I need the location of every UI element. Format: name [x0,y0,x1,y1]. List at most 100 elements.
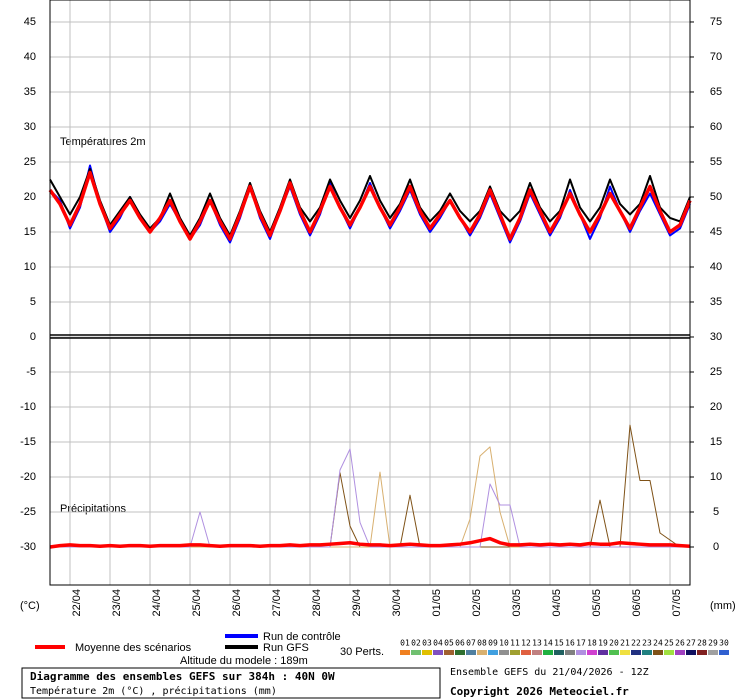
perturbation-label: 14 [543,639,553,648]
perturbation-swatch [444,650,454,655]
perturbation-label: 13 [532,639,542,648]
perturbation-label: 30 [719,639,729,648]
y-tick-label: 5 [30,296,36,308]
perturbation-label: 04 [433,639,443,648]
footer-title: Diagramme des ensembles GEFS sur 384h : … [30,670,335,683]
y-tick-label: -20 [20,471,36,483]
perturbation-label: 20 [609,639,619,648]
run-info: Ensemble GEFS du 21/04/2026 - 12Z [450,667,649,678]
panel-label: Températures 2m [60,136,146,148]
perturbation-swatch [411,650,421,655]
y2-tick-label: 40 [710,261,722,273]
perturbation-label: 19 [598,639,608,648]
altitude: Altitude du modele : 189m [180,655,308,667]
plot-frame [49,0,691,586]
legend-label: Run de contrôle [263,631,341,643]
perturbation-swatch [686,650,696,655]
perturbation-label: 25 [664,639,674,648]
perturbation-swatch [631,650,641,655]
perturbation-label: 10 [499,639,509,648]
perturbation-label: 03 [422,639,432,648]
grid [50,0,690,585]
perturbation-swatch [477,650,487,655]
y-tick-label: -15 [20,436,36,448]
x-tick-label: 26/04 [231,589,243,617]
perturbation-swatch [521,650,531,655]
perturbation-label: 06 [455,639,465,648]
perturbation-label: 27 [686,639,696,648]
perturbation-swatch [455,650,465,655]
y-tick-label: 30 [24,121,36,133]
perturbation-label: 23 [642,639,652,648]
y2-tick-label: 30 [710,331,722,343]
perturbation-swatch [587,650,597,655]
perturbation-label: 16 [565,639,575,648]
y2-tick-label: 60 [710,121,722,133]
y-tick-label: 20 [24,191,36,203]
perturbation-label: 12 [521,639,531,648]
perturbation-label: 18 [587,639,597,648]
perturbation-swatch [488,650,498,655]
perturbation-label: 17 [576,639,586,648]
y2-tick-label: 50 [710,191,722,203]
perturbation-swatch [708,650,718,655]
y2-tick-label: 70 [710,51,722,63]
perturbation-swatch [433,650,443,655]
series-line [48,170,692,241]
y2-tick-label: 65 [710,86,722,98]
y2-tick-label: 55 [710,156,722,168]
y-tick-label: 35 [24,86,36,98]
perturbation-swatch [697,650,707,655]
perturbation-swatch [664,650,674,655]
y-tick-label: -25 [20,506,36,518]
x-tick-label: 05/05 [591,589,603,617]
y2-tick-label: 20 [710,401,722,413]
perturbation-swatch [554,650,564,655]
perturbation-swatch [532,650,542,655]
y2-tick-label: 0 [713,541,719,553]
y2-unit: (mm) [710,600,736,612]
y-unit: (°C) [20,600,40,612]
x-tick-label: 24/04 [151,589,163,617]
footer-box [21,667,441,699]
perturbation-label: 24 [653,639,663,648]
y2-tick-label: 45 [710,226,722,238]
y2-tick-label: 75 [710,16,722,28]
x-tick-label: 25/04 [191,589,203,617]
perturbation-label: 22 [631,639,641,648]
x-tick-label: 23/04 [111,589,123,617]
y2-tick-label: 25 [710,366,722,378]
legend-title: 30 Perts. [340,646,384,658]
marks [48,164,692,549]
y-tick-label: 45 [24,16,36,28]
y-tick-label: 40 [24,51,36,63]
perturbation-swatch [543,650,553,655]
perturbation-swatch [719,650,729,655]
x-tick-label: 28/04 [311,589,323,617]
perturbation-label: 11 [510,639,520,648]
y-tick-label: -10 [20,401,36,413]
perturbation-swatch [598,650,608,655]
y-tick-label: 15 [24,226,36,238]
perturbation-label: 29 [708,639,718,648]
x-tick-label: 22/04 [71,589,83,617]
perturbation-swatch [675,650,685,655]
perturbation-swatch [609,650,619,655]
y2-tick-label: 35 [710,296,722,308]
perturbation-swatch [576,650,586,655]
x-tick-label: 01/05 [431,589,443,617]
perturbation-label: 08 [477,639,487,648]
x-tick-label: 27/04 [271,589,283,617]
perturbation-swatch [565,650,575,655]
y-tick-label: 0 [30,331,36,343]
series-line [49,536,691,549]
footer-subtitle: Température 2m (°C) , précipitations (mm… [30,685,277,697]
perturbation-swatch [510,650,520,655]
copyright: Copyright 2026 Meteociel.fr [450,685,629,698]
perturbation-label: 21 [620,639,630,648]
perturbation-swatch [620,650,630,655]
perturbation-label: 01 [400,639,410,648]
legend-label: Run GFS [263,642,309,654]
